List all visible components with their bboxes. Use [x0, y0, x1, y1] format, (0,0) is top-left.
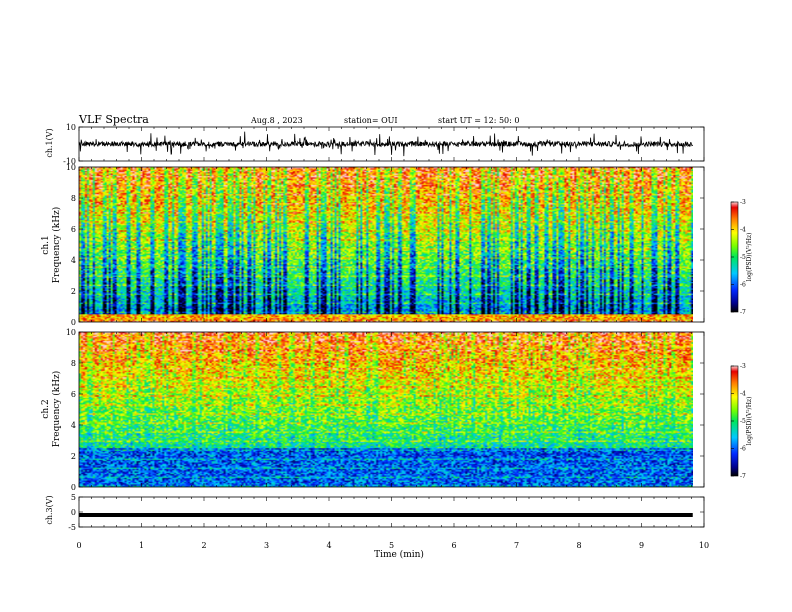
ch2-spectrogram-image [79, 332, 693, 487]
ch1-spectrogram-ytick-label: 4 [71, 256, 76, 265]
ch1-spectrogram-ytick-label: 10 [66, 163, 76, 172]
x-tick-label: 9 [639, 541, 644, 550]
ch2-spectrogram-ytick-label: 6 [71, 390, 76, 399]
ch2-spectrogram-ytick-label: 0 [71, 483, 76, 492]
station-label: station= OUI [344, 116, 398, 125]
figure-title: VLF Spectra [78, 113, 149, 126]
ch1-spectrogram-ytick-label: 8 [71, 194, 76, 203]
ch1-spectrogram-ytick-label: 2 [71, 287, 76, 296]
ch3-waveform-ytick-label: 0 [71, 508, 76, 517]
x-tick-label: 1 [139, 541, 144, 550]
date-label: Aug.8 , 2023 [250, 116, 303, 125]
ch1-spectrogram-ylabel: ch.1 [41, 235, 51, 254]
ch3-waveform-ytick-label: -5 [68, 523, 76, 532]
ch1-waveform-ylabel: ch.1(V) [45, 128, 54, 157]
ch2-spectrogram-ytick-label: 8 [71, 359, 76, 368]
x-axis-label: Time (min) [374, 549, 424, 560]
x-tick-label: 7 [514, 541, 519, 550]
ch1-spectrogram-ylabel-freq: Frequency (kHz) [51, 207, 62, 284]
ch1-waveform-line [78, 131, 694, 157]
colorbar2-tick-label: -6 [740, 446, 746, 453]
ch3-waveform-ytick-label: 5 [71, 493, 76, 502]
x-tick-label: 6 [451, 541, 456, 550]
colorbar1-tick-label: -5 [740, 254, 746, 261]
ch1-spectrogram-ytick-label: 0 [71, 318, 76, 327]
colorbar1-label: log(PSD)(V²/Hz) [746, 233, 753, 282]
ch3-waveform-frame [78, 496, 705, 528]
colorbar2-label: log(PSD)(V²/Hz) [746, 397, 753, 446]
x-tick-label: 2 [201, 541, 206, 550]
panels-layer: -3-4-5-6-7-3-4-5-6-710-10024681002468105… [63, 123, 746, 550]
start-time-label: start UT = 12: 50: 0 [438, 116, 519, 125]
ch2-spectrogram-ytick-label: 10 [66, 328, 76, 337]
x-tick-label: 8 [576, 541, 581, 550]
colorbar1-tick-label: -4 [740, 227, 746, 234]
ch1-waveform-ytick-label: 10 [66, 123, 76, 132]
ch2-spectrogram-ylabel: ch.2 [41, 399, 51, 418]
x-tick-label: 5 [389, 541, 394, 550]
colorbar1-tick-label: -6 [740, 282, 746, 289]
colorbar2-tick-label: -7 [740, 473, 746, 480]
colorbar1-tick-label: -3 [740, 199, 746, 206]
ch1-spectrogram-ytick-label: 6 [71, 225, 76, 234]
ch3-waveform-ylabel: ch.3(V) [45, 495, 54, 524]
x-tick-label: 0 [76, 541, 81, 550]
colorbar2-tick-label: -5 [740, 418, 746, 425]
ch2-spectrogram-ytick-label: 2 [71, 452, 76, 461]
x-tick-label: 10 [699, 541, 709, 550]
colorbar2-tick-label: -3 [740, 363, 746, 370]
ch2-spectrogram-ytick-label: 4 [71, 421, 76, 430]
x-tick-label: 3 [264, 541, 269, 550]
ch1-spectrogram-image [79, 167, 693, 322]
ch1-waveform-ytick-label: -10 [63, 157, 76, 166]
ch2-spectrogram-ylabel-freq: Frequency (kHz) [51, 371, 62, 448]
colorbar2-tick-label: -4 [740, 391, 746, 398]
colorbar1-tick-label: -7 [740, 309, 746, 316]
x-tick-label: 4 [326, 541, 331, 550]
